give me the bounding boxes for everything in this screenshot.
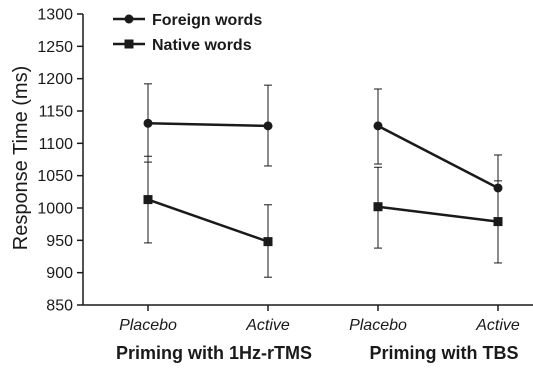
x-group-label: Priming with 1Hz-rTMS [116, 343, 312, 363]
x-group-label: Priming with TBS [369, 343, 518, 363]
data-point [263, 237, 273, 247]
data-point [373, 121, 383, 131]
data-point [373, 202, 383, 212]
legend-label: Native words [152, 37, 252, 54]
y-tick-label: 1250 [37, 39, 73, 56]
series-line [147, 122, 269, 128]
data-point [143, 118, 153, 128]
series-line [377, 205, 499, 223]
x-category-label: Placebo [349, 317, 407, 334]
data-point [143, 195, 153, 205]
x-axis: Placebo Active Priming with 1Hz-rTMS Placeb… [83, 304, 533, 363]
y-tick-label: 1050 [37, 168, 73, 185]
series-line [147, 198, 269, 243]
x-category-label: Placebo [119, 317, 177, 334]
y-tick-label: 850 [46, 298, 73, 315]
legend-marker [124, 39, 134, 49]
y-axis-label: Response Time (ms) [10, 66, 32, 251]
legend-marker [124, 14, 134, 24]
y-tick-label: 1000 [37, 201, 73, 218]
x-category-label: Active [245, 317, 290, 334]
y-tick-label: 1300 [37, 7, 73, 24]
y-tick-label: 950 [46, 233, 73, 250]
y-tick-label: 1200 [37, 71, 73, 88]
series-line [377, 124, 499, 190]
data-point [263, 121, 273, 131]
data-point [493, 217, 503, 227]
x-category-label: Active [475, 317, 520, 334]
y-tick-label: 1100 [39, 136, 74, 153]
y-tick-label: 900 [46, 265, 73, 282]
legend: Foreign words Native words [113, 12, 262, 54]
y-axis: 850 900 950 1000 1050 1100 1150 1200 1250 1300 [37, 7, 84, 315]
legend-label: Foreign words [152, 12, 262, 29]
plot-area [143, 83, 503, 278]
y-tick-label: 1150 [39, 104, 74, 121]
